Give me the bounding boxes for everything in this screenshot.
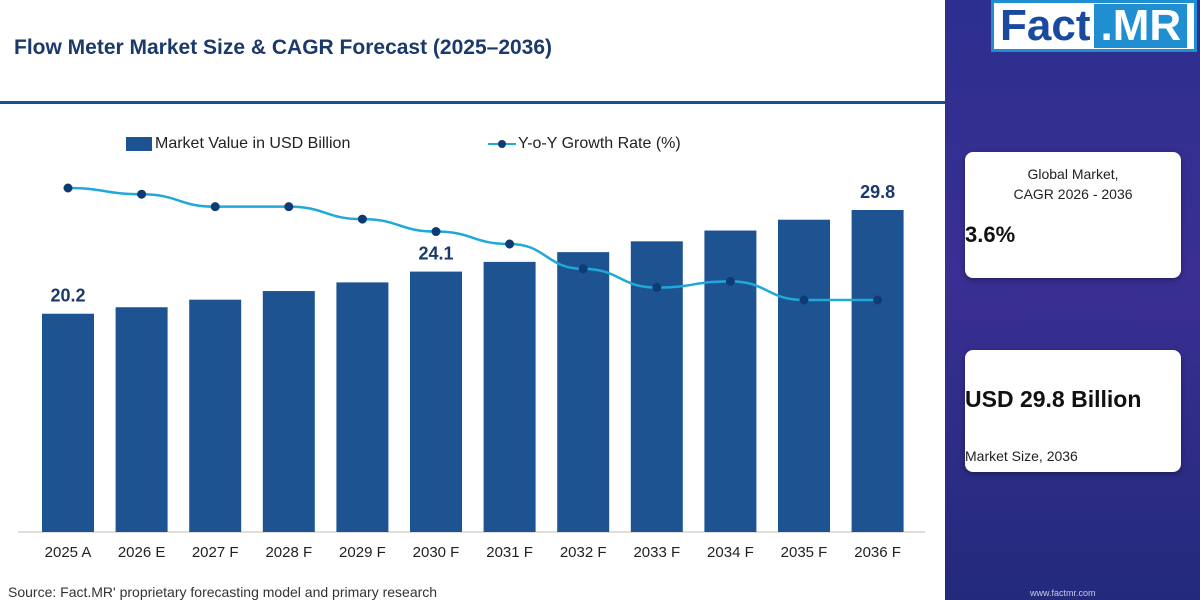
cagr-value: 3.6% (965, 222, 1016, 247)
bar-2035-f (778, 219, 830, 532)
market-size-card (965, 350, 1181, 472)
growth-rate-point-2035-f (799, 295, 809, 305)
cagr-card: Global Market, CAGR 2026 - 2036 (965, 152, 1181, 278)
sidebar (945, 0, 1200, 600)
bar-2031-f (483, 261, 536, 532)
data-label: 20.2 (50, 286, 85, 306)
growth-rate-point-2036-f (873, 295, 883, 305)
bar-2028-f (262, 291, 315, 532)
bar-2025-a (42, 313, 94, 532)
growth-rate-point-2032-f (578, 264, 588, 274)
bar-2027-f (189, 299, 242, 532)
legend-swatch-bar (126, 137, 152, 151)
x-tick-label: 2035 F (781, 544, 828, 561)
x-tick-label: 2029 F (339, 544, 386, 561)
legend-label-market-value: Market Value in USD Billion (155, 135, 351, 152)
page-title: Flow Meter Market Size & CAGR Forecast (… (14, 36, 553, 59)
bar-2026-e (115, 307, 168, 532)
bar-2034-f (704, 230, 757, 532)
chart-plot: 2025 A 2026 E 2027 F 2028 F 2029 F 2030 F 2031… (18, 180, 925, 561)
legend-item-market-value: Market Value in USD Billion (126, 135, 350, 153)
growth-rate-point-2033-f (652, 283, 662, 293)
x-tick-label: 2025 A (45, 544, 92, 561)
data-label: 24.1 (418, 244, 453, 264)
legend-swatch-line (488, 137, 516, 151)
bar-2032-f (557, 252, 610, 533)
growth-rate-point-2029-f (357, 214, 367, 224)
data-label-bg (414, 241, 458, 266)
growth-rate-line (67, 186, 878, 302)
x-tick-label: 2036 F (854, 544, 901, 561)
cagr-label-line1: Global Market, (1027, 166, 1119, 182)
legend-label-growth-rate: Y-o-Y Growth Rate (%) (518, 135, 681, 152)
growth-rate-point-2028-f (284, 202, 294, 212)
x-tick-label: 2028 F (265, 544, 312, 561)
x-tick-label: 2034 F (707, 544, 754, 561)
cagr-card-label: Global Market, CAGR 2026 - 2036 (975, 164, 1171, 204)
growth-rate-point-2026-e (137, 189, 147, 199)
footer-url: www.factmr.com (1030, 588, 1096, 598)
growth-rate-point-2031-f (505, 239, 515, 249)
bar-2036-f (851, 210, 904, 532)
x-tick-label: 2027 F (192, 544, 239, 561)
data-label-bg (46, 283, 90, 308)
x-tick-label: 2030 F (413, 544, 460, 561)
x-tick-label: 2032 F (560, 544, 607, 561)
data-label: 29.8 (860, 182, 895, 202)
bar-2030-f (410, 271, 462, 532)
growth-rate-point-2034-f (725, 276, 735, 286)
title-divider (0, 101, 945, 104)
data-label-bg (855, 180, 900, 204)
legend-item-growth-rate: Y-o-Y Growth Rate (%) (488, 135, 681, 153)
factmr-logo: Fact .MR (991, 0, 1197, 52)
chart-panel: Flow Meter Market Size & CAGR Forecast (… (0, 36, 945, 600)
growth-rate-point-2030-f (431, 227, 441, 237)
cagr-label-line2: CAGR 2026 - 2036 (1013, 186, 1133, 202)
x-tick-label: 2026 E (118, 544, 166, 561)
bar-2029-f (336, 282, 389, 532)
market-size-label: Market Size, 2036 (965, 448, 1078, 464)
logo-text-fact: Fact (1000, 1, 1091, 50)
x-tick-label: 2033 F (633, 544, 680, 561)
logo-text-mr: .MR (1094, 4, 1188, 48)
growth-rate-point-2027-f (210, 202, 220, 212)
source-note: Source: Fact.MR' proprietary forecasting… (8, 584, 438, 600)
market-size-value: USD 29.8 Billion (965, 386, 1142, 412)
x-tick-label: 2031 F (486, 544, 533, 561)
growth-rate-point-2025-a (63, 183, 73, 193)
